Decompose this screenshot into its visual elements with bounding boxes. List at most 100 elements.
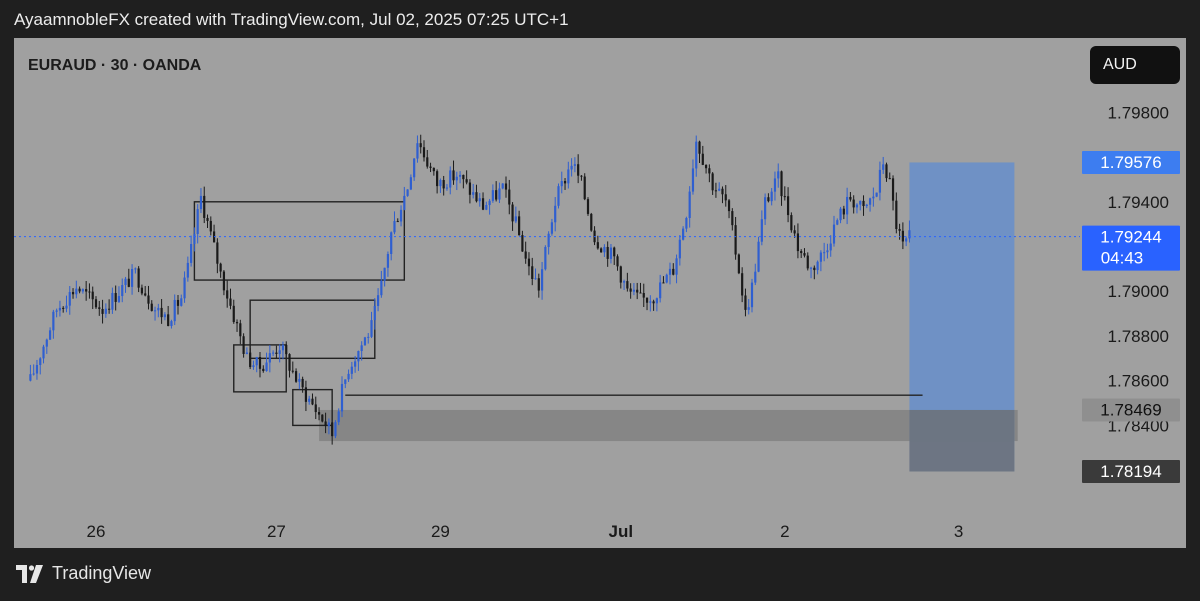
structure-box-1 [193, 201, 406, 281]
candle-body [600, 248, 603, 253]
candle-body [242, 336, 245, 354]
candle-body [691, 168, 695, 192]
candle-body [324, 421, 327, 427]
candle-body [203, 195, 206, 218]
candle-body [134, 268, 137, 270]
candle-body [475, 192, 478, 202]
candle-body [422, 147, 426, 158]
candle-body [885, 164, 888, 179]
candle-body [304, 387, 308, 402]
candle-body [98, 307, 101, 309]
currency-button[interactable]: AUD [1090, 46, 1180, 84]
candle-body [488, 200, 491, 206]
candle-body [580, 175, 583, 177]
candle-body [173, 299, 176, 322]
candle-body [819, 252, 822, 262]
candle-body [783, 196, 786, 198]
candle-body [803, 253, 806, 256]
candle-body [383, 267, 386, 281]
candle-body [226, 290, 229, 299]
candle-body [583, 176, 586, 200]
candle-body [534, 278, 537, 280]
candle-body [147, 295, 150, 304]
candle-body [773, 178, 777, 192]
candle-body [321, 414, 324, 422]
candle-body [157, 307, 160, 311]
candle-body [882, 164, 885, 170]
candle-body [160, 307, 163, 318]
candle-body [62, 307, 65, 309]
candle-body [386, 254, 390, 268]
candle-body [498, 188, 501, 200]
price-axis: 1.79800 1.79400 1.79000 1.78800 1.78600 1.784… [1082, 103, 1180, 483]
candle-body [757, 241, 760, 272]
candle-body [399, 209, 403, 222]
candle-body [521, 235, 524, 252]
candle-body [905, 238, 908, 242]
candle-body [590, 213, 593, 231]
candle-body [813, 267, 816, 271]
candle-body [649, 301, 652, 303]
structure-box-2 [249, 299, 376, 360]
candle-body [780, 171, 783, 197]
candle-body [495, 190, 498, 200]
candle-body [662, 282, 665, 284]
candle-body [741, 273, 744, 296]
candle-body [127, 278, 130, 287]
candle-body [393, 221, 396, 233]
candle-body [724, 194, 727, 201]
candle-body [268, 353, 271, 363]
candle-body [557, 186, 560, 206]
candle-body [376, 295, 380, 307]
footer-brand[interactable]: TradingView [16, 563, 151, 584]
candle-body [472, 192, 475, 195]
candle-body [111, 292, 114, 310]
structure-box-4 [292, 388, 333, 427]
candle-body [144, 293, 147, 296]
candle-body [232, 305, 235, 322]
candle-body [235, 321, 239, 324]
candle-body [48, 330, 52, 340]
candle-body [436, 171, 439, 187]
candle-body [153, 310, 157, 312]
candle-body [429, 166, 432, 168]
candle-body [550, 222, 554, 234]
candle-body [718, 188, 721, 191]
candle-body [573, 164, 576, 166]
footer-brand-label: TradingView [52, 563, 152, 583]
candle-body [806, 255, 809, 269]
candle-body [731, 211, 734, 226]
candle-body [39, 358, 42, 365]
candle-body [786, 196, 790, 216]
candle-body [577, 164, 580, 176]
candle-body [586, 199, 590, 214]
level-label-2-bg [1082, 459, 1180, 483]
candle-body [285, 344, 288, 355]
candle-body [527, 258, 531, 267]
symbol-label[interactable]: EURAUD · 30 · OANDA [28, 57, 202, 74]
candle-body [708, 168, 711, 174]
candle-body [714, 190, 718, 192]
candle-body [373, 306, 376, 321]
candle-body [793, 230, 796, 234]
candle-body [239, 323, 242, 337]
candle-body [130, 269, 134, 287]
candle-body [75, 288, 78, 295]
x-tick-label: 3 [954, 522, 963, 541]
candle-body [104, 308, 107, 314]
candle-body [518, 216, 521, 236]
candle-body [846, 196, 849, 215]
candle-body [455, 176, 458, 181]
candle-body [432, 167, 435, 172]
candle-body [560, 181, 563, 187]
candle-body [859, 200, 862, 205]
candle-body [337, 411, 340, 423]
candle-body [619, 266, 622, 283]
candle-body [508, 189, 511, 205]
candle-body [301, 378, 304, 388]
candle-body [836, 220, 839, 225]
x-tick-label: 29 [431, 522, 450, 541]
candle-body [409, 177, 412, 190]
candle-body [872, 196, 875, 199]
